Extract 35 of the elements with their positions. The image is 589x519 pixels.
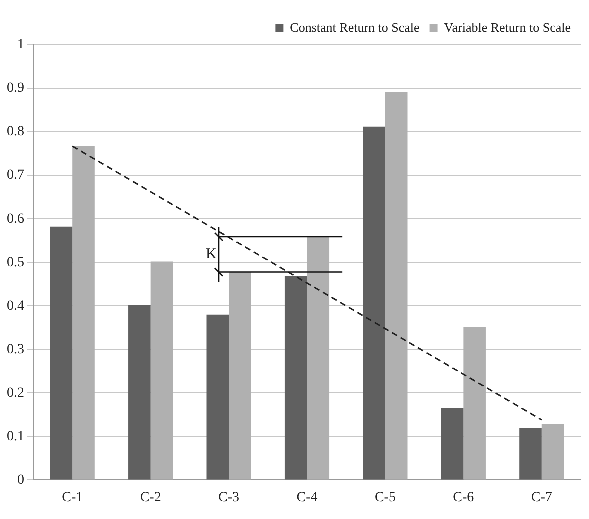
- x-tick-label: C-7: [531, 490, 552, 506]
- x-tick-label: C-6: [453, 490, 474, 506]
- x-tick-label: C-5: [374, 490, 396, 506]
- bar: [464, 327, 486, 480]
- bar: [150, 262, 174, 480]
- y-tick-label: 0.6: [7, 212, 24, 227]
- bar: [206, 314, 230, 480]
- bar: [542, 424, 564, 480]
- x-tick-label: C-1: [62, 490, 84, 506]
- y-tick-label: 0.4: [7, 298, 24, 314]
- legend-label: Constant Return to Scale: [290, 20, 420, 35]
- bar: [128, 305, 151, 480]
- x-tick-label: C-4: [296, 490, 318, 506]
- bar: [441, 408, 464, 480]
- y-tick-label: 0.1: [7, 429, 24, 444]
- y-tick-label: 0.3: [7, 342, 24, 358]
- y-tick-label: 0.5: [7, 255, 24, 270]
- y-tick-label: 0: [18, 472, 24, 488]
- y-tick-label: 0.2: [7, 386, 24, 401]
- bar: [229, 272, 252, 480]
- bar: [50, 226, 73, 480]
- bar: [307, 236, 330, 480]
- x-tick-label: C-3: [218, 490, 240, 506]
- bar: [385, 92, 408, 480]
- bar: [284, 276, 308, 480]
- bar: [520, 428, 542, 480]
- bar: [72, 146, 95, 480]
- y-tick-label: 0.9: [7, 81, 24, 96]
- annotation: K: [206, 246, 218, 262]
- x-tick-label: C-2: [140, 490, 162, 506]
- legend-label: Variable Return to Scale: [444, 20, 572, 35]
- y-tick-label: 0.8: [7, 124, 24, 140]
- y-tick-label: 0.7: [7, 168, 24, 184]
- y-tick-label: 1: [18, 38, 24, 53]
- bar: [363, 126, 386, 480]
